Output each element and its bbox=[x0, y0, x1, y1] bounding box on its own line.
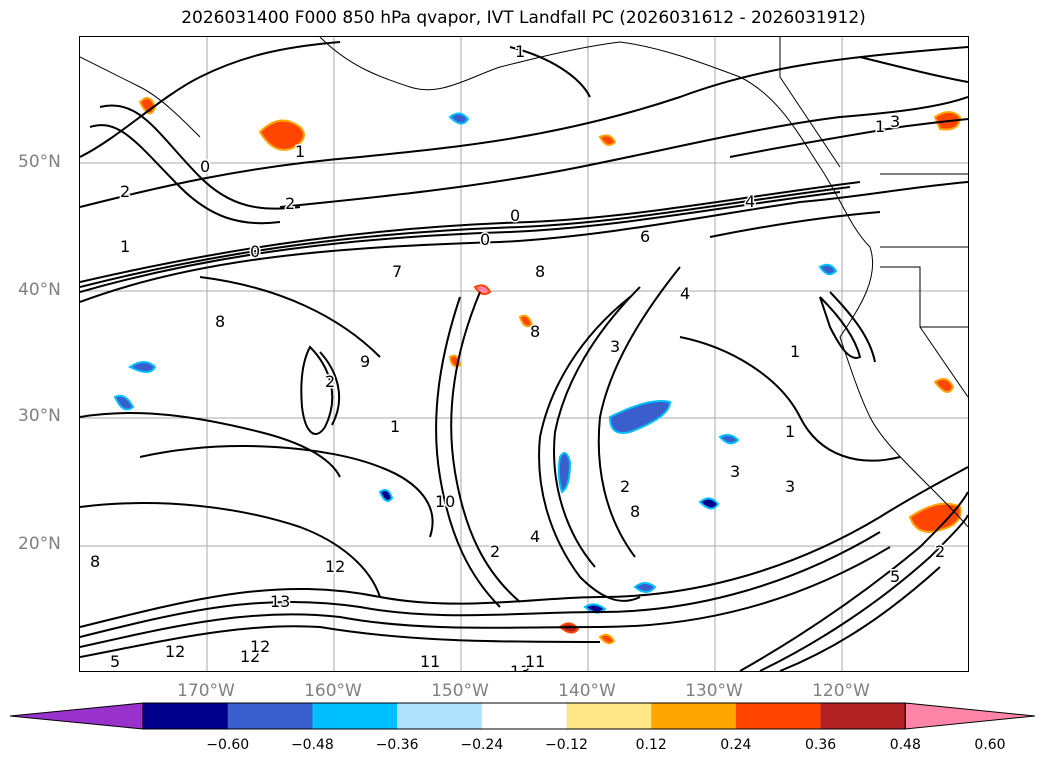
contour-label: 3 bbox=[610, 337, 620, 356]
colorbar-tick-label: 0.36 bbox=[805, 737, 837, 753]
contour-label-layer: 1200104678432112312589101213121211135421… bbox=[89, 41, 947, 672]
lat-label-30n: 30°N bbox=[18, 406, 61, 426]
contour-label: 6 bbox=[640, 227, 650, 246]
lat-label-50n: 50°N bbox=[18, 152, 61, 172]
colorbar-tick-label: −0.48 bbox=[290, 737, 334, 753]
colorbar-segment bbox=[651, 703, 737, 729]
contour-label: 0 bbox=[200, 157, 210, 176]
ivt-contours bbox=[80, 41, 968, 671]
contour-label: 0 bbox=[510, 206, 520, 225]
contour-label: 8 bbox=[90, 552, 100, 571]
contour-label: 3 bbox=[890, 112, 900, 131]
contour-label: 8 bbox=[535, 262, 545, 281]
contour-label: 4 bbox=[680, 284, 690, 303]
qvapor-anomaly-patches bbox=[113, 97, 962, 645]
colorbar-tick-label: 0.12 bbox=[635, 737, 667, 753]
contour-label: 1 bbox=[515, 42, 525, 61]
contour-label: 13 bbox=[270, 592, 290, 611]
contour-label: 4 bbox=[530, 527, 540, 546]
contour-label: 5 bbox=[110, 652, 120, 671]
contour-label: 1 bbox=[875, 117, 885, 136]
colorbar-extend-min bbox=[10, 702, 144, 730]
colorbar-tick-label: −0.12 bbox=[545, 737, 588, 753]
colorbar-tick-label: −0.24 bbox=[460, 737, 504, 753]
colorbar-extend-max bbox=[904, 702, 1036, 730]
contour-label: 2 bbox=[325, 372, 335, 391]
colorbar-segment bbox=[397, 703, 483, 729]
lon-label-150w: 150°W bbox=[431, 681, 489, 701]
lat-label-40n: 40°N bbox=[18, 280, 61, 300]
contour-label: 12 bbox=[250, 637, 270, 656]
lat-label-20n: 20°N bbox=[18, 534, 61, 554]
lon-label-140w: 140°W bbox=[558, 681, 616, 701]
contour-label: 12 bbox=[325, 557, 345, 576]
contour-label: 3 bbox=[785, 477, 795, 496]
lon-label-170w: 170°W bbox=[177, 681, 235, 701]
contour-label: 0 bbox=[250, 242, 260, 261]
colorbar-segment bbox=[820, 703, 906, 729]
colorbar-segment bbox=[143, 703, 229, 729]
lon-label-130w: 130°W bbox=[685, 681, 743, 701]
colorbar-tick-label: −0.36 bbox=[375, 737, 419, 753]
contour-label: 8 bbox=[215, 312, 225, 331]
contour-label: 3 bbox=[730, 462, 740, 481]
colorbar-segment bbox=[312, 703, 398, 729]
contour-label: 1 bbox=[120, 237, 130, 256]
contour-label: 5 bbox=[890, 567, 900, 586]
contour-label: 2 bbox=[120, 182, 130, 201]
lon-label-120w: 120°W bbox=[812, 681, 870, 701]
colorbar-segment bbox=[481, 703, 567, 729]
colorbar-segment bbox=[735, 703, 822, 729]
contour-label: 1 bbox=[785, 422, 795, 441]
colorbar-tick-label: 0.24 bbox=[720, 737, 752, 753]
contour-label: 2 bbox=[285, 194, 295, 213]
contour-label: 8 bbox=[630, 502, 640, 521]
contour-label: 1 bbox=[390, 417, 400, 436]
contour-label: 10 bbox=[435, 492, 455, 511]
contour-label: 7 bbox=[392, 262, 402, 281]
contour-label: 8 bbox=[530, 322, 540, 341]
colorbar-segment bbox=[227, 703, 313, 729]
contour-label: 2 bbox=[935, 542, 945, 561]
contour-label: 11 bbox=[525, 652, 545, 671]
contour-label: 0 bbox=[480, 230, 490, 249]
contour-label: 12 bbox=[240, 647, 260, 666]
graticule bbox=[80, 37, 968, 671]
contour-label: 4 bbox=[745, 192, 755, 211]
contour-label: 13 bbox=[510, 662, 530, 671]
colorbar-segments bbox=[10, 702, 1036, 730]
map-canvas: 1200104678432112312589101213121211135421… bbox=[80, 37, 968, 671]
lon-label-160w: 160°W bbox=[304, 681, 362, 701]
colorbar-tick-label: 0.60 bbox=[974, 737, 1006, 753]
contour-label: 12 bbox=[165, 642, 185, 661]
map-panel: 1200104678432112312589101213121211135421… bbox=[79, 36, 969, 672]
colorbar-frame bbox=[142, 702, 906, 730]
colorbar-tick-label: −0.60 bbox=[206, 737, 250, 753]
contour-label: 9 bbox=[360, 352, 370, 371]
contour-label: 2 bbox=[490, 542, 500, 561]
contour-label: 1 bbox=[295, 142, 305, 161]
map-title: 2026031400 F000 850 hPa qvapor, IVT Land… bbox=[181, 8, 866, 28]
colorbar-tick-label: 0.48 bbox=[889, 737, 921, 753]
coastlines bbox=[80, 37, 968, 528]
contour-label: 2 bbox=[620, 477, 630, 496]
colorbar bbox=[10, 702, 1036, 730]
colorbar-segment bbox=[566, 703, 652, 729]
contour-label: 1 bbox=[790, 342, 800, 361]
contour-label: 11 bbox=[420, 652, 440, 671]
